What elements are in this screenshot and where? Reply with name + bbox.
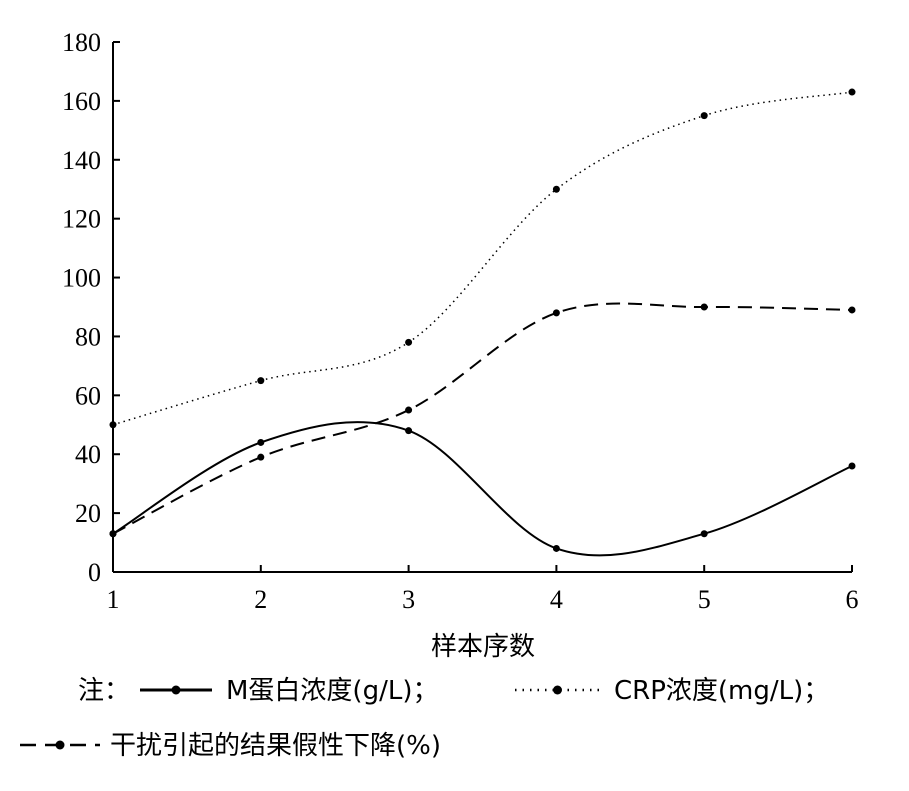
x-tick-label: 5 — [698, 585, 711, 614]
y-tick-label: 140 — [62, 146, 101, 175]
axes: 0 20 40 60 80 100 120 140 160 180 1 2 3 4 5 6 — [62, 28, 859, 614]
data-point-m-protein — [552, 544, 560, 552]
data-point-m-protein — [405, 427, 413, 435]
data-point-false-decrease — [405, 406, 413, 414]
data-point-crp — [700, 112, 708, 120]
x-tick-label: 2 — [254, 585, 267, 614]
series-markers — [109, 88, 856, 552]
data-point-crp — [405, 338, 413, 346]
legend-label-m-protein: M蛋白浓度(g/L)； — [226, 676, 438, 706]
data-point-false-decrease — [109, 530, 117, 538]
data-point-false-decrease — [700, 303, 708, 311]
y-tick-label: 20 — [75, 499, 101, 528]
legend-prefix: 注： — [78, 676, 130, 706]
y-tick-label: 60 — [75, 381, 101, 410]
data-point-false-decrease — [257, 453, 265, 461]
legend-label-false-decrease: 干扰引起的结果假性下降(%) — [110, 731, 441, 761]
x-tick-label: 6 — [846, 585, 859, 614]
x-tick-label: 1 — [107, 585, 120, 614]
legend-marker-false-decrease — [55, 740, 65, 750]
x-axis-title: 样本序数 — [431, 632, 535, 662]
series-line-crp — [112, 91, 853, 426]
data-point-false-decrease — [552, 309, 560, 317]
y-tick-label: 40 — [75, 440, 101, 469]
data-point-crp — [552, 185, 560, 193]
data-point-false-decrease — [848, 306, 856, 314]
legend-marker-m-protein — [171, 685, 181, 695]
series-lines — [112, 91, 853, 557]
legend-marker-crp — [553, 685, 562, 695]
data-point-crp — [848, 88, 856, 96]
y-tick-label: 120 — [62, 205, 101, 234]
x-tick-label: 3 — [402, 585, 415, 614]
data-point-m-protein — [848, 462, 856, 470]
series-line-false-decrease — [112, 302, 853, 535]
y-tick-label: 0 — [88, 558, 101, 587]
y-tick-label: 100 — [62, 264, 101, 293]
data-point-crp — [109, 421, 117, 429]
y-tick-label: 160 — [62, 87, 101, 116]
y-tick-label: 180 — [62, 28, 101, 57]
series-line-m-protein — [112, 421, 853, 557]
data-point-crp — [257, 377, 265, 385]
data-point-m-protein — [700, 530, 708, 538]
y-tick-label: 80 — [75, 322, 101, 351]
data-point-m-protein — [257, 438, 265, 446]
legend: 注： M蛋白浓度(g/L)； CRP浓度(mg/L)； 干扰引起的结果假性下降(%) — [20, 676, 829, 761]
x-tick-label: 4 — [550, 585, 563, 614]
legend-label-crp: CRP浓度(mg/L)； — [614, 676, 829, 706]
